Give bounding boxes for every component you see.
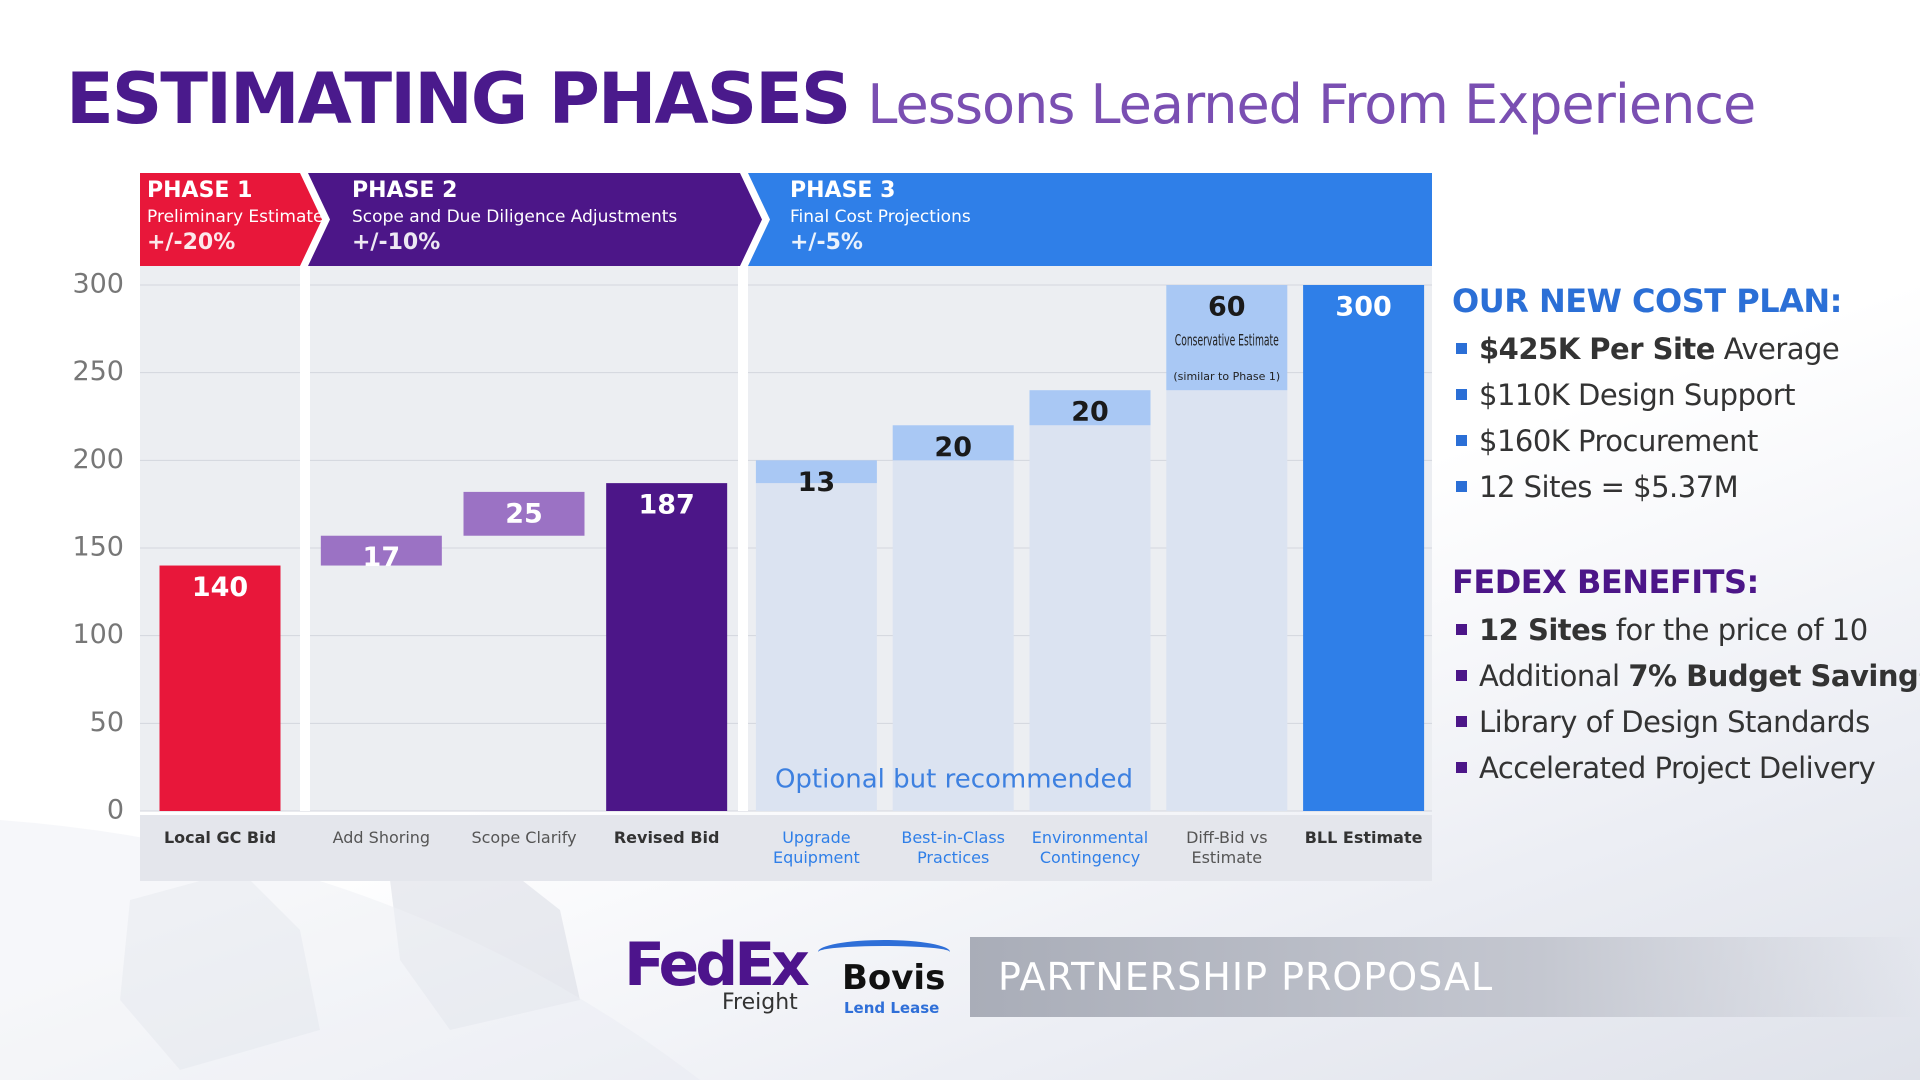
tagline-band: PARTNERSHIP PROPOSAL <box>970 937 1920 1017</box>
y-tick-label: 300 <box>72 269 124 300</box>
base-shade <box>755 483 877 811</box>
item-text: Accelerated Project Delivery <box>1479 751 1876 785</box>
chart-annotation: Optional but recommended <box>775 765 1133 795</box>
bar <box>892 425 1014 461</box>
phase-name: PHASE 3 <box>790 178 896 203</box>
bar <box>1166 285 1288 391</box>
list-item: 12 Sites for the price of 10 <box>1452 607 1912 653</box>
base-shade <box>1029 425 1151 811</box>
y-tick-label: 250 <box>72 356 124 387</box>
logo-bovis-arc <box>818 940 950 964</box>
item-text: $160K Procurement <box>1479 424 1758 458</box>
value-label: 300 <box>1335 292 1391 323</box>
x-tick-label: Add Shoring <box>332 828 431 847</box>
bar <box>1303 285 1425 811</box>
y-tick-label: 200 <box>72 444 124 475</box>
value-label: 60 <box>1208 292 1246 323</box>
phase-range: +/-5% <box>790 230 863 255</box>
logo-bovis: Bovis <box>842 958 946 998</box>
base-shade <box>1166 390 1288 811</box>
item-text: Additional <box>1479 659 1620 693</box>
phase-banner <box>308 173 762 266</box>
list-item: Additional 7% Budget Savings <box>1452 653 1920 699</box>
x-tick-label: Upgrade Equipment <box>772 828 860 867</box>
list-item: $425K Per Site Average <box>1452 326 1912 372</box>
logo-fedex-sub: Freight <box>722 990 798 1015</box>
panel-heading: FEDEX BENEFITS: <box>1452 563 1759 601</box>
bar <box>1029 390 1151 426</box>
phase-banner <box>748 173 1432 266</box>
phase-range: +/-10% <box>352 230 441 255</box>
bar <box>463 491 585 536</box>
value-label: 20 <box>1071 397 1109 428</box>
x-tick-label: Diff-Bid vs Estimate <box>1186 828 1268 867</box>
value-label: 140 <box>192 572 248 603</box>
cost-plan: OUR NEW COST PLAN: $425K Per Site Averag… <box>1452 282 1912 510</box>
x-tick-label: Environmental Contingency <box>1031 828 1149 867</box>
x-tick-label: Local GC Bid <box>163 828 277 847</box>
phase-name: PHASE 1 <box>147 178 253 203</box>
phase-separator <box>738 266 748 811</box>
logo-bovis-sub: Lend Lease <box>844 999 940 1017</box>
y-tick-label: 0 <box>107 795 124 826</box>
phase-description: Scope and Due Diligence Adjustments <box>352 207 678 227</box>
list-item: $110K Design Support <box>1452 372 1912 418</box>
item-text: Average <box>1723 332 1840 366</box>
truck-decoration <box>0 820 700 1080</box>
phase-text: PHASE 1 Preliminary Estimate +/-20% <box>147 177 324 257</box>
bar-annotation-note: (similar to Phase 1) <box>1173 370 1280 383</box>
subtitle: Lessons Learned From Experience <box>867 73 1756 136</box>
list-item: $160K Procurement <box>1452 418 1912 464</box>
title: ESTIMATING PHASES <box>66 58 851 140</box>
item-text: 12 Sites = $5.37M <box>1479 470 1739 504</box>
phase-description: Final Cost Projections <box>790 207 971 227</box>
cost-plan-list: $425K Per Site Average $110K Design Suppo… <box>1452 326 1912 510</box>
label-strip <box>140 815 1432 881</box>
x-tick-label: BLL Estimate <box>1304 828 1423 847</box>
x-tick-label: Scope Clarify <box>471 828 577 847</box>
list-item: Library of Design Standards <box>1452 699 1912 745</box>
phase-banner <box>140 173 322 266</box>
value-label: 187 <box>638 490 694 521</box>
item-text: 12 Sites <box>1479 613 1608 647</box>
list-item: 12 Sites = $5.37M <box>1452 464 1912 510</box>
bar <box>320 535 442 566</box>
base-shade <box>892 460 1014 811</box>
item-text: Library of Design Standards <box>1479 705 1870 739</box>
bar <box>606 483 728 811</box>
value-label: 13 <box>798 467 836 498</box>
value-label: 25 <box>505 498 543 529</box>
bar <box>755 460 877 484</box>
title-block: ESTIMATING PHASES Lessons Learned From Ex… <box>66 58 1756 140</box>
item-text: 7% Budget Savings <box>1628 659 1920 693</box>
logo-fedex: FedEx <box>624 930 810 1000</box>
phase-text: PHASE 3 Final Cost Projections +/-5% <box>790 177 971 257</box>
benefits-list: 12 Sites for the price of 10 Additional 7… <box>1452 607 1920 791</box>
y-tick-label: 100 <box>72 619 124 650</box>
phase-description: Preliminary Estimate <box>147 207 324 227</box>
y-tick-label: 50 <box>90 707 124 738</box>
x-tick-label: Revised Bid <box>613 828 720 847</box>
y-tick-label: 150 <box>72 532 124 563</box>
phase-text: PHASE 2 Scope and Due Diligence Adjustmen… <box>352 177 677 257</box>
x-tick-label: Best-in-Class Practices <box>901 828 1006 867</box>
value-label: 17 <box>363 542 401 573</box>
phase-name: PHASE 2 <box>352 178 458 203</box>
item-text: $425K Per Site <box>1479 332 1715 366</box>
phase-separator <box>300 266 310 811</box>
bar <box>159 565 281 811</box>
tagline: PARTNERSHIP PROPOSAL <box>998 955 1494 999</box>
benefits: FEDEX BENEFITS: 12 Sites for the price o… <box>1452 563 1920 791</box>
phase-range: +/-20% <box>147 230 236 255</box>
item-text: $110K Design Support <box>1479 378 1796 412</box>
panel-heading: OUR NEW COST PLAN: <box>1452 282 1842 320</box>
bar-annotation: Conservative Estimate <box>1175 331 1279 350</box>
list-item: Accelerated Project Delivery <box>1452 745 1912 791</box>
item-text: for the price of 10 <box>1615 613 1868 647</box>
value-label: 20 <box>934 432 972 463</box>
